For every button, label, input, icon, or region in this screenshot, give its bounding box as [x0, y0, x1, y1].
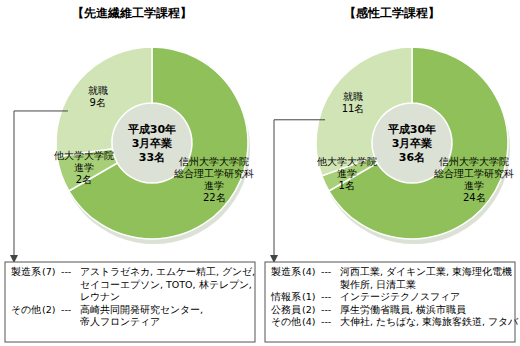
chart-root: 【先進繊維工学課程】平成30年3月卒業33名信州大学大学院総合理工学研究科進学2…	[0, 0, 520, 346]
slice-label: 就職	[343, 91, 363, 102]
page: {"chart_data": [ {"type": "pie", "title"…	[0, 0, 520, 346]
slice-label-line: 進学	[204, 180, 224, 191]
detail-name: その他	[271, 316, 301, 327]
detail-count: (4)	[302, 266, 315, 277]
detail-name: その他	[11, 304, 41, 315]
details-box	[5, 262, 255, 342]
slices	[316, 47, 508, 239]
details-box	[265, 262, 515, 342]
detail-count: (1)	[302, 291, 315, 302]
detail-item: 高崎共同開発研究センター,	[80, 304, 203, 315]
slice-label: 信州大学大学院総合理工学研究科進学	[173, 156, 254, 191]
detail-item: 帝人フロンティア	[80, 316, 160, 327]
detail-count: (4)	[302, 316, 315, 327]
data-label: 22名	[203, 192, 226, 203]
chart-title: 【先進繊維工学課程】	[72, 6, 192, 20]
center-total: 36名	[399, 151, 425, 164]
detail-separator: ---	[61, 266, 71, 277]
detail-name: 製造系	[11, 266, 41, 277]
center-text: 平成30年	[387, 123, 436, 136]
detail-name: 公務員	[271, 304, 301, 315]
center-text: 3月卒業	[132, 137, 173, 150]
slice-label-line: 進学	[74, 162, 94, 173]
detail-item: セイコーエプソン, TOTO, 林テレプン,	[80, 279, 252, 290]
slice-label: 就職	[88, 85, 108, 96]
center-text: 3月卒業	[392, 137, 433, 150]
slice-label-line: 就職	[88, 85, 108, 96]
detail-item: 大伸社, たちばな, 東海旅客鉄道, フタバ	[340, 316, 519, 327]
detail-count: (7)	[42, 266, 55, 277]
pie-panel: 【感性工学課程】平成30年3月卒業36名信州大学大学院総合理工学研究科進学24名…	[265, 6, 519, 342]
detail-separator: ---	[321, 316, 331, 327]
data-label: 24名	[463, 192, 486, 203]
slice-label-line: 総合理工学研究科	[433, 168, 514, 179]
detail-separator: ---	[321, 291, 331, 302]
detail-item: アストラゼネカ, エムケー精工, グンゼ,	[80, 266, 255, 277]
detail-separator: ---	[321, 304, 331, 315]
center-total: 33名	[139, 151, 165, 164]
detail-name: 情報系	[270, 291, 301, 302]
detail-separator: ---	[61, 304, 71, 315]
detail-item: 河西工業, ダイキン工業, 東海理化電機	[340, 266, 512, 277]
detail-count: (2)	[42, 304, 55, 315]
detail-item: レウナン	[80, 291, 120, 302]
pie-slice	[316, 47, 412, 176]
slice-label-line: 進学	[337, 168, 357, 179]
pie-panel: 【先進繊維工学課程】平成30年3月卒業33名信州大学大学院総合理工学研究科進学2…	[5, 6, 255, 342]
slice-label-line: 進学	[464, 180, 484, 191]
data-label: 1名	[339, 180, 355, 191]
detail-separator: ---	[321, 266, 331, 277]
detail-name: 製造系	[271, 266, 301, 277]
slice-label-line: 就職	[343, 91, 363, 102]
slice-label: 他大学大学院進学	[317, 156, 377, 179]
center-text: 平成30年	[127, 123, 176, 136]
slice-label-line: 他大学大学院	[54, 150, 114, 161]
detail-item: 厚生労働省職員, 横浜市職員	[340, 304, 466, 315]
detail-item: 製作所, 日清工業	[340, 279, 416, 290]
data-label: 2名	[76, 174, 92, 185]
detail-count: (2)	[302, 304, 315, 315]
slice-label-line: 総合理工学研究科	[173, 168, 254, 179]
data-label: 9名	[89, 97, 105, 108]
callout-line	[14, 111, 68, 259]
callout-line	[274, 120, 325, 259]
slice-label-line: 他大学大学院	[317, 156, 377, 167]
slice-label-line: 信州大学大学院	[179, 156, 249, 167]
slice-label: 他大学大学院進学	[54, 150, 114, 173]
chart-title: 【感性工学課程】	[344, 6, 440, 20]
slices	[56, 47, 248, 239]
slice-label-line: 信州大学大学院	[439, 156, 509, 167]
detail-item: インテージテクノスフィア	[340, 291, 460, 302]
data-label: 11名	[342, 103, 365, 114]
slice-label: 信州大学大学院総合理工学研究科進学	[433, 156, 514, 191]
